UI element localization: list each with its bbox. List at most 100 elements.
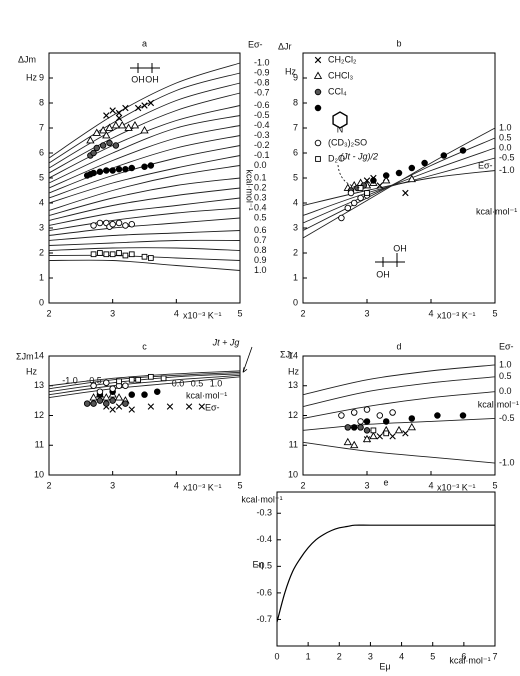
curve-label: -1.0 xyxy=(499,457,515,467)
model-curve xyxy=(48,82,241,169)
marker-square xyxy=(148,373,154,380)
y-tick-label: 5 xyxy=(39,172,44,182)
x-tick-label: 3 xyxy=(368,651,373,661)
model-curve xyxy=(302,376,496,408)
curve-label: -0.7 xyxy=(254,87,270,97)
curve-label: -0.5 xyxy=(499,152,515,162)
model-curve xyxy=(48,374,241,396)
x-unit: x10⁻³ K⁻¹ xyxy=(437,310,476,320)
marker-filled xyxy=(363,418,371,425)
marker-open xyxy=(357,194,364,202)
marker-open xyxy=(338,214,345,222)
curve-label: 0.5 xyxy=(499,132,512,142)
marker-filled xyxy=(370,177,377,184)
marker-open xyxy=(103,379,110,387)
marker-square xyxy=(141,253,148,260)
curve-label: 0.0 xyxy=(499,142,512,152)
y-tick-label: 1 xyxy=(293,272,298,282)
marker-filled xyxy=(459,412,467,419)
curve-label: 0.5 xyxy=(254,212,267,222)
y-label: Eη xyxy=(252,559,263,569)
x-tick-label: 3 xyxy=(110,480,115,490)
y-tick-label: 10 xyxy=(34,469,44,479)
curve-label: 0.4 xyxy=(254,202,267,212)
y-tick-label: 9 xyxy=(293,72,298,82)
marker-triangle xyxy=(407,422,416,431)
marker-dark xyxy=(103,400,110,407)
curve-label: 0.5 xyxy=(191,378,204,388)
curve-label: -0.6 xyxy=(254,100,270,110)
curve-label: -0.5 xyxy=(499,413,515,423)
marker-cross xyxy=(198,403,205,410)
marker-dark xyxy=(93,144,100,152)
marker-cross xyxy=(109,406,116,413)
plot-frame xyxy=(276,491,496,647)
curve-label: 1.0 xyxy=(499,122,512,132)
marker-square xyxy=(357,185,364,191)
x-tick-label: 4 xyxy=(428,480,433,490)
marker-cross xyxy=(363,177,371,184)
marker-dark xyxy=(112,142,120,149)
x-unit: kcal·mol⁻¹ xyxy=(449,655,490,665)
y-tick-label: 6 xyxy=(39,147,44,157)
legend-label: D₂O xyxy=(328,153,345,163)
panel-letter: b xyxy=(396,38,401,48)
marker-filled xyxy=(103,167,110,174)
x-tick-label: 4 xyxy=(428,308,433,318)
right-unit: kcal·mol⁻¹ xyxy=(186,390,227,400)
marker-square xyxy=(364,190,370,196)
marker-cross xyxy=(314,56,322,64)
marker-triangle xyxy=(92,128,101,136)
model-curve xyxy=(302,391,496,419)
marker-open xyxy=(347,189,355,197)
curve-label: 0.0 xyxy=(172,378,185,388)
x-tick-label: 2 xyxy=(300,308,305,318)
panel-letter: c xyxy=(142,341,147,351)
marker-dark xyxy=(90,149,97,157)
y-tick-label: 2 xyxy=(293,247,298,257)
marker-cross xyxy=(147,403,155,410)
marker-triangle xyxy=(343,437,352,446)
marker-open xyxy=(96,388,104,395)
marker-triangle xyxy=(102,130,111,139)
x-tick-label: 3 xyxy=(364,480,369,490)
marker-filled xyxy=(115,165,123,173)
marker-open xyxy=(115,219,123,227)
model-curve xyxy=(48,115,241,184)
marker-cross xyxy=(103,112,110,119)
marker-open xyxy=(109,220,116,228)
marker-open xyxy=(344,204,352,212)
marker-triangle xyxy=(313,71,323,79)
x-tick-label: 4 xyxy=(174,308,179,318)
marker-triangle xyxy=(140,125,149,134)
marker-dark xyxy=(96,397,104,404)
x-tick-label: 2 xyxy=(300,480,305,490)
y-tick-label: 11 xyxy=(289,440,298,450)
y-tick-label: 14 xyxy=(34,350,44,360)
model-curve xyxy=(48,259,241,271)
curve-label: 1.0 xyxy=(210,378,223,388)
right-label: Eσ- xyxy=(248,39,263,49)
y-label: ΔJr xyxy=(278,41,292,51)
x-tick-label: 5 xyxy=(237,480,242,490)
curve-label: 0.8 xyxy=(254,245,267,255)
curve-label: 0.7 xyxy=(254,235,267,245)
right-unit: kcal·mol⁻¹ xyxy=(476,206,517,216)
x-tick-label: 4 xyxy=(399,651,404,661)
curve-label: 0.0 xyxy=(254,160,267,170)
marker-cross xyxy=(402,430,409,437)
y-tick-label: 4 xyxy=(293,197,298,207)
marker-open xyxy=(363,406,371,413)
marker-cross xyxy=(376,182,383,189)
model-curve xyxy=(302,147,496,224)
y-tick-label: 7 xyxy=(39,122,44,132)
y-tick-label: 3 xyxy=(39,222,44,232)
marker-square xyxy=(128,376,135,383)
x-unit: x10⁻³ K⁻¹ xyxy=(437,482,476,492)
y-tick-label: 10 xyxy=(288,469,298,479)
structure-label: OH xyxy=(145,74,159,84)
model-curve xyxy=(302,418,496,431)
model-curve xyxy=(48,62,241,159)
marker-square xyxy=(116,250,122,256)
